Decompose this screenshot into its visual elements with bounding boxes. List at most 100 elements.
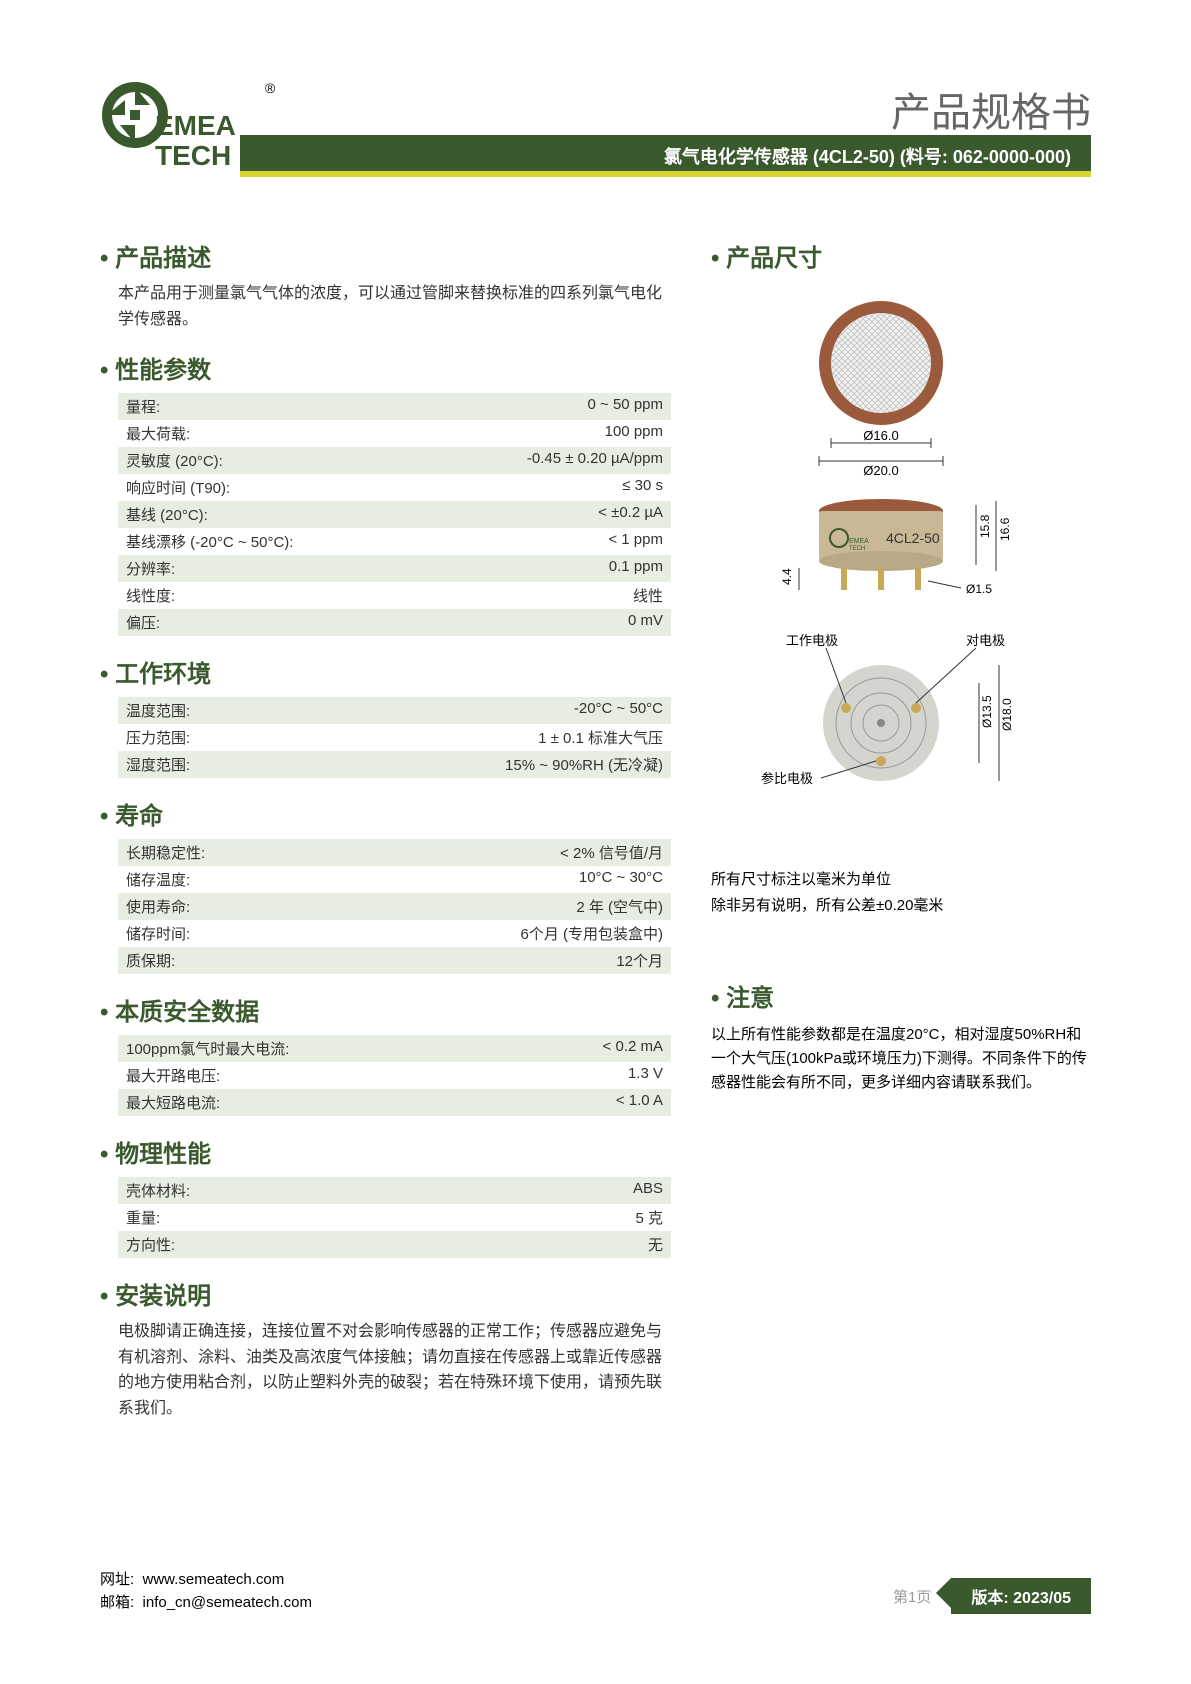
spec-row: 质保期: 12个月 — [118, 947, 671, 974]
spec-label: 质保期: — [126, 950, 175, 971]
spec-label: 100ppm氯气时最大电流: — [126, 1038, 289, 1059]
footer-url-label: 网址: — [100, 1571, 134, 1588]
spec-label: 湿度范围: — [126, 754, 190, 775]
spec-label: 分辨率: — [126, 558, 175, 579]
spec-value: 无 — [648, 1234, 663, 1255]
spec-row: 壳体材料: ABS — [118, 1177, 671, 1204]
spec-value: 线性 — [633, 585, 663, 606]
footer: 网址: www.semeatech.com 邮箱: info_cn@semeat… — [100, 1569, 1091, 1614]
section-text: 电极脚请正确连接，连接位置不对会影响传感器的正常工作；传感器应避免与有机溶剂、涂… — [100, 1319, 671, 1421]
dim-inner-d: Ø16.0 — [863, 428, 898, 443]
spec-label: 基线 (20°C): — [126, 504, 208, 525]
page-number: 第1页 — [893, 1586, 931, 1607]
spec-table: 长期稳定性: < 2% 信号值/月储存温度: 10°C ~ 30°C 使用寿命: 2 年… — [100, 839, 671, 974]
spec-value: 0 mV — [628, 612, 663, 633]
spec-table: 量程:0 ~ 50 ppm最大荷载:100 ppm灵敏度 (20°C):-0.4… — [100, 393, 671, 636]
spec-value: ABS — [633, 1180, 663, 1201]
spec-row: 重量: 5 克 — [118, 1204, 671, 1231]
spec-row: 100ppm氯气时最大电流: < 0.2 mA — [118, 1035, 671, 1062]
footer-email: info_cn@semeatech.com — [143, 1594, 312, 1611]
spec-label: 方向性: — [126, 1234, 175, 1255]
spec-row: 温度范围:-20°C ~ 50°C — [118, 697, 671, 724]
footer-email-label: 邮箱: — [100, 1594, 134, 1611]
spec-row: 基线 (20°C): < ±0.2 µA — [118, 501, 671, 528]
section-text: 本产品用于测量氯气气体的浓度，可以通过管脚来替换标准的四系列氯气电化学传感器。 — [100, 281, 671, 332]
spec-row: 储存温度: 10°C ~ 30°C — [118, 866, 671, 893]
svg-text:对电极: 对电极 — [966, 633, 1005, 648]
spec-table: 壳体材料: ABS 重量: 5 克方向性: 无 — [100, 1177, 671, 1258]
spec-label: 重量: — [126, 1207, 160, 1228]
spec-label: 壳体材料: — [126, 1180, 190, 1201]
spec-label: 使用寿命: — [126, 896, 190, 917]
spec-label: 储存时间: — [126, 923, 190, 944]
trademark-symbol: ® — [265, 80, 275, 96]
svg-text:工作电极: 工作电极 — [786, 633, 838, 648]
dim-outer-d: Ø20.0 — [863, 463, 898, 478]
spec-row: 最大短路电流:< 1.0 A — [118, 1089, 671, 1116]
spec-row: 线性度:线性 — [118, 582, 671, 609]
spec-row: 分辨率: 0.1 ppm — [118, 555, 671, 582]
spec-row: 储存时间:6个月 (专用包装盒中) — [118, 920, 671, 947]
spec-value: -0.45 ± 0.20 µA/ppm — [527, 450, 663, 471]
spec-row: 方向性: 无 — [118, 1231, 671, 1258]
left-column: 产品描述本产品用于测量氯气气体的浓度，可以通过管脚来替换标准的四系列氯气电化学传… — [100, 220, 671, 1422]
spec-label: 量程: — [126, 396, 160, 417]
product-banner: 氯气电化学传感器 (4CL2-50) (料号: 062-0000-000) — [240, 135, 1091, 177]
spec-value: 5 克 — [635, 1207, 663, 1228]
spec-label: 响应时间 (T90): — [126, 477, 230, 498]
section-title: 物理性能 — [100, 1134, 671, 1169]
spec-table: 100ppm氯气时最大电流: < 0.2 mA 最大开路电压: 1.3 V 最大短路电流… — [100, 1035, 671, 1116]
document-title: 产品规格书 — [891, 80, 1091, 138]
spec-row: 使用寿命: 2 年 (空气中) — [118, 893, 671, 920]
right-column: 产品尺寸 Ø16.0 Ø20.0 — [711, 220, 1091, 1422]
spec-value: 2 年 (空气中) — [576, 896, 663, 917]
spec-label: 压力范围: — [126, 727, 190, 748]
spec-value: -20°C ~ 50°C — [574, 700, 663, 721]
spec-row: 量程: 0 ~ 50 ppm — [118, 393, 671, 420]
section-title: 安装说明 — [100, 1276, 671, 1311]
attention-title: 注意 — [711, 978, 1091, 1013]
spec-label: 最大荷载: — [126, 423, 190, 444]
spec-row: 偏压: 0 mV — [118, 609, 671, 636]
dimension-diagram: Ø16.0 Ø20.0 4CL2-50 EMEA TECH — [711, 283, 1091, 858]
section-title: 产品描述 — [100, 238, 671, 273]
spec-label: 灵敏度 (20°C): — [126, 450, 223, 471]
spec-label: 长期稳定性: — [126, 842, 205, 863]
spec-value: 15% ~ 90%RH (无冷凝) — [505, 754, 663, 775]
spec-value: 0.1 ppm — [609, 558, 663, 579]
svg-text:4CL2-50: 4CL2-50 — [886, 530, 940, 546]
spec-row: 最大开路电压: 1.3 V — [118, 1062, 671, 1089]
dimensions-title: 产品尺寸 — [711, 238, 1091, 273]
spec-label: 最大短路电流: — [126, 1092, 220, 1113]
section-title: 寿命 — [100, 796, 671, 831]
spec-row: 长期稳定性: < 2% 信号值/月 — [118, 839, 671, 866]
section-title: 本质安全数据 — [100, 992, 671, 1027]
header: EMEA TECH ® 产品规格书 氯气电化学传感器 (4CL2-50) (料号… — [100, 80, 1091, 200]
spec-row: 响应时间 (T90):≤ 30 s — [118, 474, 671, 501]
spec-value: 12个月 — [616, 950, 663, 971]
spec-label: 偏压: — [126, 612, 160, 633]
spec-row: 灵敏度 (20°C): -0.45 ± 0.20 µA/ppm — [118, 447, 671, 474]
dimension-note-2: 除非另有说明，所有公差±0.20毫米 — [711, 894, 1091, 918]
svg-text:EMEA: EMEA — [155, 110, 236, 141]
dimension-note-1: 所有尺寸标注以毫米为单位 — [711, 868, 1091, 892]
spec-value: < 0.2 mA — [603, 1038, 663, 1059]
spec-value: 0 ~ 50 ppm — [588, 396, 663, 417]
footer-url: www.semeatech.com — [143, 1571, 285, 1588]
svg-text:TECH: TECH — [849, 546, 865, 552]
spec-value: < ±0.2 µA — [598, 504, 663, 525]
spec-label: 储存温度: — [126, 869, 190, 890]
spec-value: 1.3 V — [628, 1065, 663, 1086]
svg-text:16.6: 16.6 — [998, 517, 1012, 541]
spec-value: 10°C ~ 30°C — [579, 869, 663, 890]
spec-value: < 2% 信号值/月 — [560, 842, 663, 863]
spec-label: 最大开路电压: — [126, 1065, 220, 1086]
svg-text:EMEA: EMEA — [849, 538, 869, 545]
spec-row: 湿度范围: 15% ~ 90%RH (无冷凝) — [118, 751, 671, 778]
spec-value: 1 ± 0.1 标准大气压 — [538, 727, 663, 748]
spec-value: < 1 ppm — [608, 531, 663, 552]
spec-table: 温度范围:-20°C ~ 50°C 压力范围: 1 ± 0.1 标准大气压湿度范围:… — [100, 697, 671, 778]
version-badge: 版本: 2023/05 — [951, 1578, 1091, 1614]
spec-row: 基线漂移 (-20°C ~ 50°C): < 1 ppm — [118, 528, 671, 555]
spec-label: 基线漂移 (-20°C ~ 50°C): — [126, 531, 293, 552]
